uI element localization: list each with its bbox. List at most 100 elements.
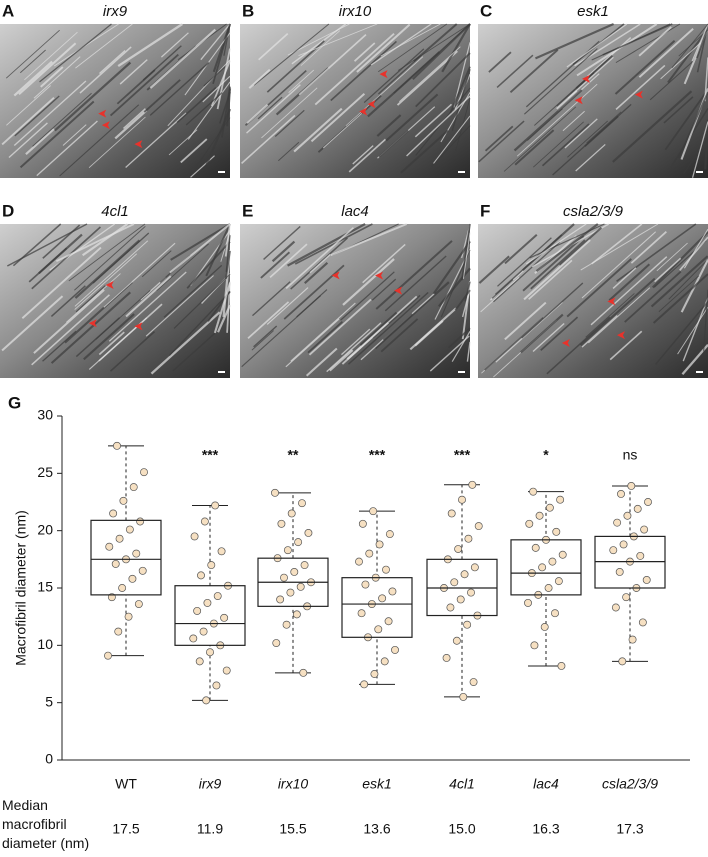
red-arrow: [616, 331, 625, 340]
median-value: 15.5: [279, 821, 306, 837]
data-point: [287, 509, 296, 518]
panel-title: esk1: [577, 3, 609, 20]
data-point: [298, 499, 306, 508]
sem-image: [0, 223, 232, 378]
y-tick-label: 25: [37, 464, 53, 480]
fiber-texture: [609, 330, 643, 361]
data-point: [530, 641, 539, 650]
data-point: [454, 545, 463, 553]
fiber-texture: [92, 232, 150, 284]
data-point: [134, 600, 143, 609]
fiber-texture: [200, 23, 231, 61]
fiber-texture: [33, 289, 105, 354]
red-arrow: [379, 70, 388, 79]
data-point: [558, 550, 567, 559]
fiber-texture: [660, 42, 702, 80]
fiber-texture: [462, 232, 471, 279]
fiber-texture: [308, 298, 372, 356]
fiber-texture: [654, 257, 682, 283]
data-point: [524, 598, 532, 607]
data-point: [202, 696, 211, 705]
fiber-texture: [671, 23, 708, 69]
data-point: [619, 540, 628, 549]
fiber-texture: [576, 23, 658, 77]
data-point: [140, 468, 148, 477]
data-point: [292, 610, 301, 619]
y-tick-label: 15: [37, 579, 53, 595]
fiber-texture: [31, 226, 102, 290]
fiber-texture: [185, 92, 223, 126]
fiber-texture: [652, 273, 708, 324]
panel-letter: B: [242, 1, 254, 20]
fiber-texture: [449, 66, 471, 114]
fiber-texture: [173, 273, 231, 329]
fiber-texture: [75, 23, 133, 69]
fiber-texture: [5, 29, 60, 79]
fiber-texture: [658, 275, 700, 313]
data-point: [447, 509, 456, 518]
median-value: 11.9: [197, 821, 223, 837]
fiber-texture: [614, 40, 676, 95]
fiber-texture: [98, 303, 163, 362]
fiber-texture: [451, 68, 471, 131]
fiber-texture: [28, 247, 68, 283]
data-point: [358, 519, 367, 528]
fiber-texture: [216, 304, 232, 333]
fiber-texture: [615, 23, 681, 64]
red-arrow: [634, 90, 643, 99]
panel-letter: C: [480, 1, 492, 20]
red-arrow: [359, 107, 368, 116]
fiber-texture: [246, 84, 301, 134]
fiber-texture: [95, 290, 151, 340]
fiber-texture: [514, 129, 555, 166]
data-point: [125, 525, 134, 534]
fiber-texture: [260, 251, 291, 279]
fiber-texture: [562, 110, 585, 132]
data-point: [544, 584, 553, 592]
fiber-texture: [205, 223, 231, 277]
data-point: [382, 565, 390, 574]
data-point: [296, 582, 305, 591]
fiber-texture: [290, 237, 348, 290]
fiber-texture: [309, 253, 331, 274]
data-point: [128, 574, 137, 583]
fiber-texture: [304, 262, 329, 285]
red-arrow: [561, 339, 570, 348]
panel-title: csla2/3/9: [563, 203, 624, 220]
fiber-texture: [683, 228, 708, 269]
data-point: [217, 547, 226, 556]
fiber-texture: [6, 85, 51, 126]
fiber-texture: [460, 223, 471, 281]
sem-image: [240, 23, 471, 178]
red-arrow: [98, 109, 107, 118]
fiber-texture: [326, 322, 382, 373]
fiber-texture: [98, 331, 125, 356]
fiber-texture: [664, 88, 708, 151]
fiber-texture: [581, 231, 657, 299]
data-point: [463, 620, 472, 629]
fiber-texture: [691, 121, 708, 178]
fiber-texture: [8, 122, 48, 159]
sem-image: [0, 23, 232, 178]
fiber-texture: [224, 250, 231, 280]
data-point: [199, 627, 208, 636]
data-point: [200, 517, 209, 526]
fiber-texture: [552, 103, 632, 176]
fiber-texture: [224, 223, 231, 257]
fiber-texture: [509, 49, 559, 94]
fiber-texture: [83, 313, 135, 361]
fiber-texture: [677, 91, 708, 159]
data-point: [365, 549, 374, 558]
data-point: [299, 668, 308, 677]
data-point: [551, 609, 559, 618]
red-arrow: [607, 297, 616, 306]
fiber-texture: [371, 278, 397, 301]
data-point: [300, 561, 309, 570]
data-point: [538, 563, 547, 572]
red-arrow: [375, 271, 384, 280]
fiber-texture: [376, 114, 402, 137]
red-arrow: [134, 322, 143, 331]
fiber-texture: [377, 55, 422, 95]
data-point: [361, 580, 370, 589]
fiber-texture: [125, 275, 172, 318]
